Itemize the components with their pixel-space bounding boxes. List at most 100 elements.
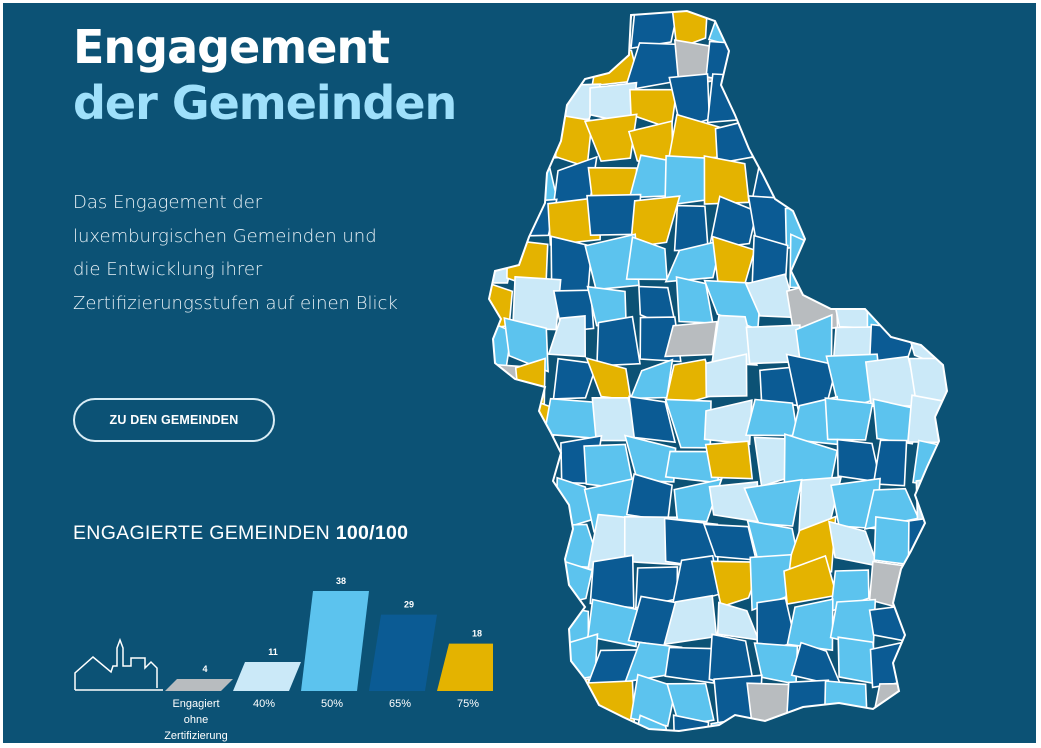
municipality-area[interactable] (789, 233, 840, 289)
municipality-area[interactable] (783, 9, 835, 49)
municipality-area[interactable] (664, 239, 723, 283)
municipality-area[interactable] (943, 479, 987, 526)
municipality-area[interactable] (714, 119, 759, 165)
municipality-area[interactable] (584, 680, 636, 732)
municipality-area[interactable] (587, 598, 639, 648)
municipality-area[interactable] (951, 557, 991, 604)
municipality-area[interactable] (958, 608, 993, 649)
municipality-area[interactable] (919, 722, 948, 743)
municipality-area[interactable] (826, 6, 877, 47)
municipality-area[interactable] (552, 357, 598, 400)
municipality-area[interactable] (746, 81, 796, 133)
municipality-area[interactable] (865, 715, 923, 743)
municipality-area[interactable] (703, 155, 750, 205)
municipality-area[interactable] (596, 315, 641, 367)
municipality-area[interactable] (951, 722, 993, 743)
municipality-area[interactable] (664, 646, 722, 684)
municipality-area[interactable] (786, 598, 834, 652)
municipality-area[interactable] (629, 195, 681, 249)
municipality-area[interactable] (629, 673, 677, 727)
municipality-area[interactable] (473, 195, 523, 242)
municipality-area[interactable] (944, 317, 993, 368)
municipality-area[interactable] (863, 33, 918, 91)
municipality-area[interactable] (872, 73, 916, 132)
municipality-area[interactable] (505, 560, 553, 603)
municipality-area[interactable] (473, 677, 519, 731)
municipality-area[interactable] (743, 478, 803, 527)
municipality-area[interactable] (869, 640, 910, 689)
municipality-area[interactable] (951, 520, 994, 569)
municipality-area[interactable] (704, 440, 754, 480)
municipality-area[interactable] (836, 438, 882, 484)
municipality-area[interactable] (745, 41, 803, 86)
municipality-area[interactable] (475, 513, 523, 571)
municipality-area[interactable] (473, 362, 522, 399)
municipality-area[interactable] (866, 247, 915, 291)
municipality-area[interactable] (670, 3, 709, 50)
municipality-area[interactable] (868, 603, 919, 642)
municipality-area[interactable] (946, 242, 993, 292)
municipality-area[interactable] (508, 675, 559, 731)
municipality-area[interactable] (744, 398, 799, 437)
municipality-area[interactable] (546, 713, 603, 743)
municipality-area[interactable] (706, 73, 753, 124)
municipality-area[interactable] (548, 3, 589, 51)
municipality-area[interactable] (748, 120, 791, 159)
municipality-area[interactable] (826, 718, 877, 743)
municipality-area[interactable] (793, 73, 832, 130)
municipality-area[interactable] (906, 74, 949, 124)
municipality-area[interactable] (916, 195, 960, 253)
municipality-area[interactable] (909, 45, 958, 93)
municipality-area[interactable] (866, 200, 912, 248)
municipality-area[interactable] (546, 633, 599, 684)
municipality-area[interactable] (912, 676, 960, 731)
municipality-area[interactable] (664, 320, 718, 358)
municipality-area[interactable] (673, 204, 709, 252)
municipality-area[interactable] (866, 163, 922, 213)
municipality-area[interactable] (503, 33, 548, 85)
municipality-area[interactable] (945, 3, 993, 42)
municipality-area[interactable] (914, 598, 949, 653)
municipality-area[interactable] (906, 120, 962, 167)
municipality-area[interactable] (834, 113, 878, 173)
municipality-area[interactable] (473, 398, 523, 453)
municipality-area[interactable] (945, 279, 993, 323)
municipality-area[interactable] (834, 162, 878, 208)
municipality-area[interactable] (956, 163, 993, 196)
municipality-area[interactable] (748, 3, 802, 53)
municipality-area[interactable] (473, 438, 514, 485)
municipality-area[interactable] (872, 439, 908, 487)
municipality-area[interactable] (507, 526, 554, 568)
municipality-area[interactable] (543, 397, 600, 440)
municipality-area[interactable] (583, 3, 636, 54)
municipality-area[interactable] (785, 37, 841, 89)
municipality-area[interactable] (474, 166, 522, 200)
municipality-area[interactable] (952, 684, 993, 732)
municipality-area[interactable] (903, 3, 952, 49)
municipality-area[interactable] (548, 41, 601, 87)
municipality-area[interactable] (826, 236, 875, 281)
municipality-area[interactable] (904, 153, 960, 209)
municipality-area[interactable] (907, 394, 951, 444)
municipality-area[interactable] (710, 717, 761, 743)
municipality-area[interactable] (473, 635, 523, 684)
municipality-area[interactable] (515, 721, 557, 743)
municipality-area[interactable] (476, 718, 519, 743)
municipality-area[interactable] (508, 487, 559, 528)
municipality-area[interactable] (507, 594, 563, 647)
municipality-area[interactable] (558, 677, 594, 726)
municipality-area[interactable] (906, 564, 962, 612)
municipality-area[interactable] (960, 364, 993, 399)
municipality-area[interactable] (623, 434, 677, 483)
municipality-area[interactable] (587, 718, 642, 743)
municipality-area[interactable] (708, 195, 758, 250)
municipality-area[interactable] (795, 116, 842, 166)
municipality-area[interactable] (710, 560, 763, 608)
municipality-area[interactable] (915, 274, 957, 321)
municipality-area[interactable] (705, 353, 748, 398)
municipality-area[interactable] (948, 195, 993, 243)
municipality-area[interactable] (944, 78, 985, 120)
municipality-area[interactable] (666, 682, 715, 727)
municipality-area[interactable] (944, 402, 993, 443)
municipality-area[interactable] (503, 316, 549, 373)
